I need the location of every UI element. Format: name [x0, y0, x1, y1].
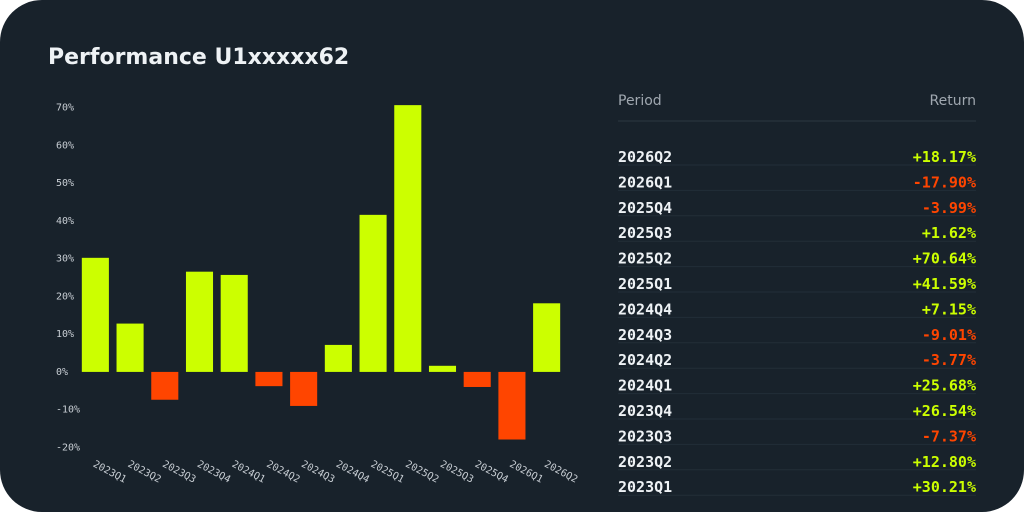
period-cell: 2025Q4 [618, 199, 672, 217]
y-tick-label: -20% [56, 442, 80, 453]
return-cell: -9.01% [922, 326, 976, 344]
bar [151, 371, 179, 400]
y-tick-label: 10% [56, 329, 74, 340]
bar [394, 105, 422, 372]
bar [220, 274, 248, 372]
y-tick-label: 30% [56, 254, 74, 265]
return-cell: +12.80% [913, 453, 976, 471]
y-tick-label: 50% [56, 178, 74, 189]
y-tick-label: 40% [56, 216, 74, 227]
period-cell: 2026Q2 [618, 148, 672, 166]
y-tick-label: -10% [56, 405, 80, 416]
period-cell: 2024Q2 [618, 351, 672, 369]
bar [324, 344, 352, 372]
table-header: Return [930, 93, 976, 109]
period-cell: 2023Q1 [618, 478, 672, 496]
bar [185, 271, 214, 372]
return-cell: +26.54% [913, 402, 976, 420]
period-cell: 2024Q4 [618, 300, 672, 318]
period-cell: 2023Q4 [618, 402, 672, 420]
return-cell: +18.17% [913, 148, 976, 166]
y-tick-label: 0% [56, 367, 68, 378]
y-tick-label: 60% [56, 140, 74, 151]
bar [428, 365, 457, 372]
table-header: Period [618, 93, 662, 109]
bar [359, 214, 387, 372]
return-cell: +1.62% [922, 224, 976, 242]
bar [81, 257, 109, 372]
period-cell: 2023Q2 [618, 453, 672, 471]
return-cell: +7.15% [922, 300, 976, 318]
return-cell: +25.68% [913, 377, 976, 395]
bar [116, 323, 144, 372]
bar [533, 303, 561, 372]
title: Performance U1xxxxx62 [48, 45, 349, 70]
bar [463, 371, 491, 387]
bar [290, 371, 318, 406]
return-cell: -3.77% [922, 351, 976, 369]
period-cell: 2025Q3 [618, 224, 672, 242]
period-cell: 2025Q2 [618, 250, 672, 268]
return-cell: -17.90% [913, 173, 976, 191]
period-cell: 2024Q1 [618, 377, 672, 395]
return-cell: -7.37% [922, 427, 976, 445]
return-cell: +70.64% [913, 250, 976, 268]
period-cell: 2026Q1 [618, 173, 672, 191]
return-cell: -3.99% [922, 199, 976, 217]
y-tick-label: 20% [56, 291, 74, 302]
period-cell: 2023Q3 [618, 427, 672, 445]
bar [498, 371, 526, 440]
period-cell: 2025Q1 [618, 275, 672, 293]
period-cell: 2024Q3 [618, 326, 672, 344]
return-cell: +30.21% [913, 478, 976, 496]
return-cell: +41.59% [913, 275, 976, 293]
bar [255, 371, 283, 387]
y-tick-label: 70% [56, 103, 74, 114]
